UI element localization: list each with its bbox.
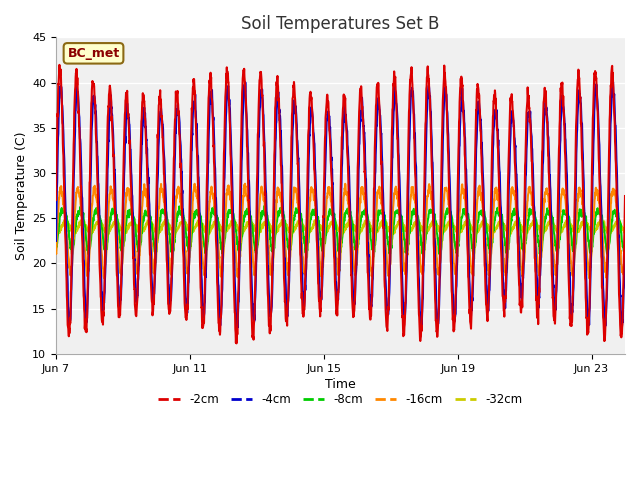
Title: Soil Temperatures Set B: Soil Temperatures Set B [241,15,440,33]
Text: BC_met: BC_met [67,47,120,60]
X-axis label: Time: Time [325,378,356,391]
Legend: -2cm, -4cm, -8cm, -16cm, -32cm: -2cm, -4cm, -8cm, -16cm, -32cm [154,389,527,411]
Y-axis label: Soil Temperature (C): Soil Temperature (C) [15,132,28,260]
